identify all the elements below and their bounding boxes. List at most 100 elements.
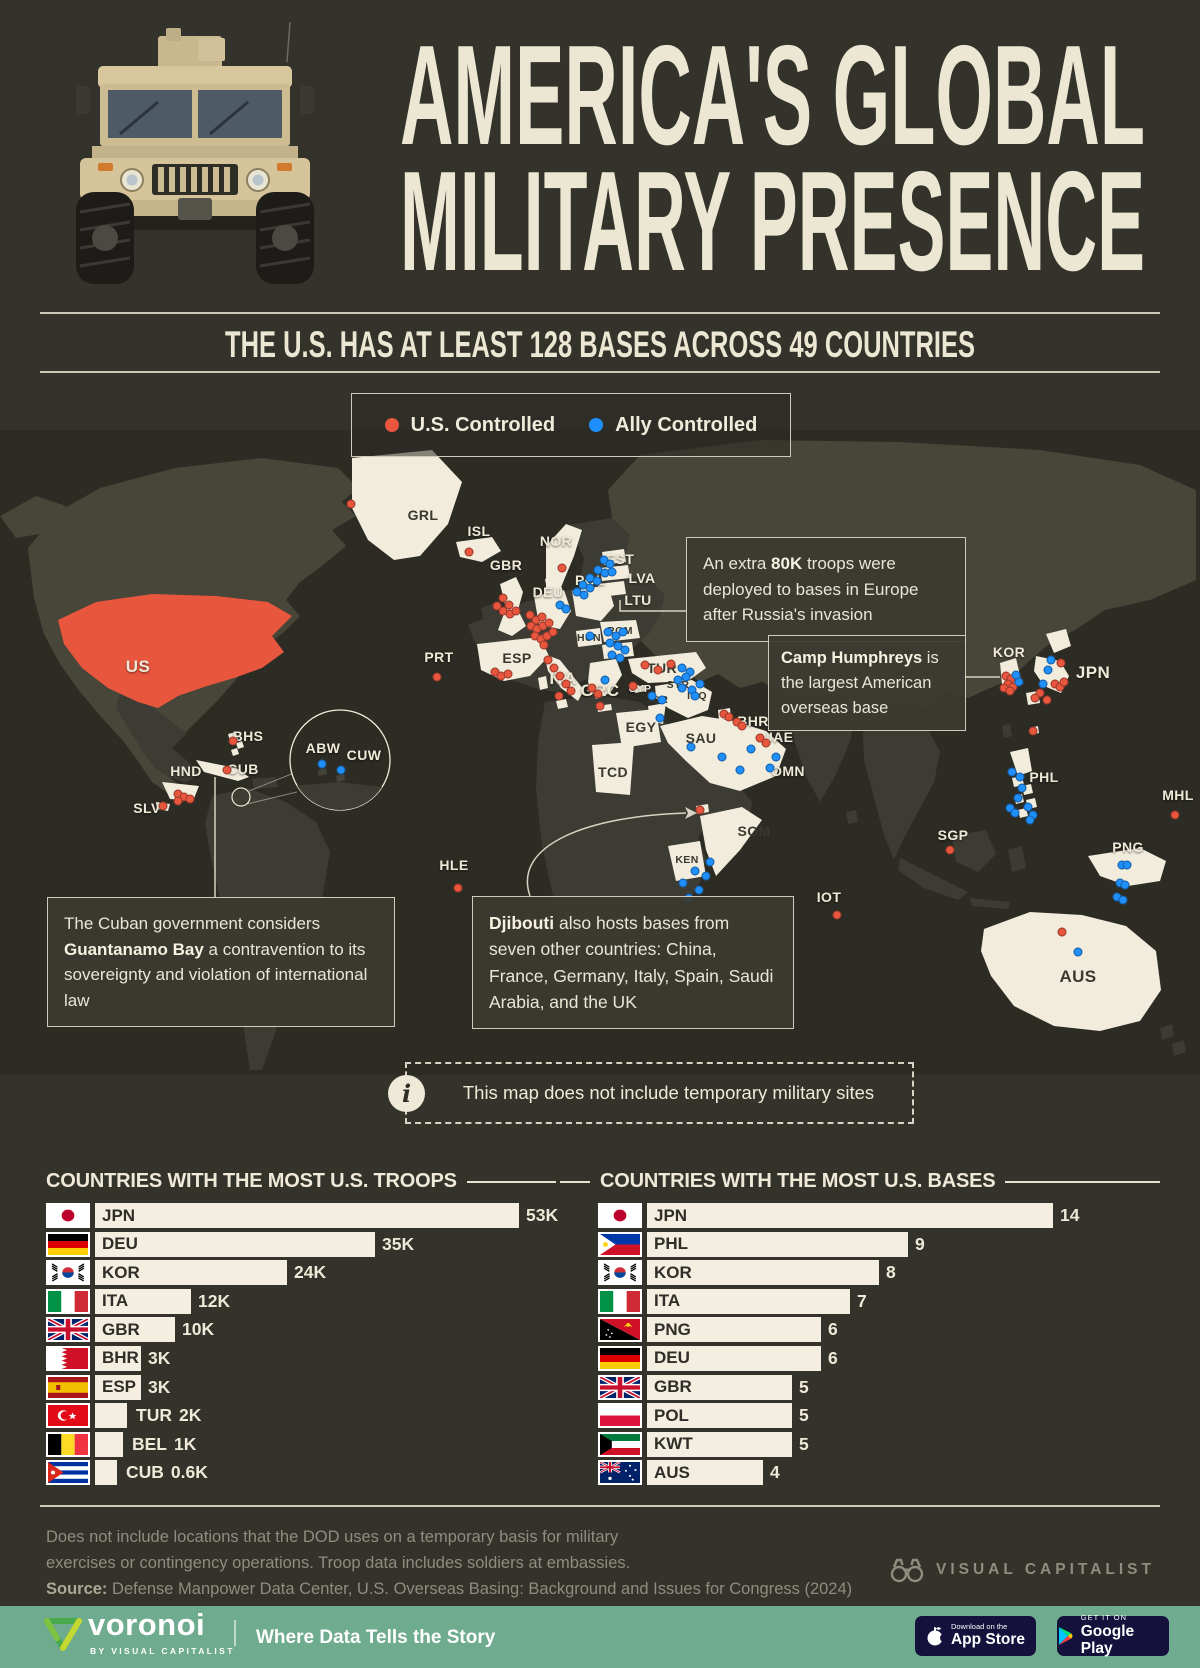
bar-phl: PHL <box>647 1231 908 1257</box>
voronoi-byline: BY VISUAL CAPITALIST <box>90 1646 235 1656</box>
ally-controlled-dot-icon <box>589 418 604 432</box>
apple-icon <box>927 1627 944 1646</box>
bar-png: PNG <box>647 1317 821 1343</box>
bar-label: JPN <box>654 1205 688 1225</box>
app-store-badge[interactable]: Download on the App Store <box>915 1616 1036 1656</box>
bar-label: CUB <box>126 1462 164 1483</box>
chart-header-bases: COUNTRIES WITH THE MOST U.S. BASES <box>560 1170 1160 1193</box>
bar-value: 5 <box>799 1376 809 1397</box>
chart-row-aus: AUS 4 <box>598 1460 1079 1486</box>
flag-icon-bel <box>46 1431 90 1457</box>
voronoi-icon <box>42 1614 84 1659</box>
flag-icon-gbr <box>46 1317 90 1343</box>
bar-bel <box>95 1431 123 1457</box>
bar-jpn: JPN <box>647 1203 1053 1228</box>
chart-row-tur: TUR 2K <box>46 1403 558 1429</box>
bar-label: ITA <box>654 1291 681 1311</box>
flag-icon-tur <box>46 1403 90 1429</box>
chart-row-deu: DEU 6 <box>598 1345 1079 1371</box>
bar-kor: KOR <box>647 1260 879 1286</box>
header-rule <box>466 1180 556 1183</box>
visual-capitalist-wordmark: VISUAL CAPITALIST <box>936 1561 1155 1578</box>
google-play-badge[interactable]: GET IT ON Google Play <box>1057 1613 1169 1657</box>
humvee-image <box>40 21 350 295</box>
bar-value: 10K <box>182 1319 215 1340</box>
bar-value: 3K <box>148 1376 171 1397</box>
bar-label: TUR <box>136 1405 172 1426</box>
badge-text: App Store <box>950 1631 1026 1649</box>
bar-aus: AUS <box>647 1460 763 1486</box>
chart-row-bhr: BHR 3K <box>46 1345 558 1371</box>
bar-value: 12K <box>198 1290 231 1311</box>
map-note-text: This map does not include temporary mili… <box>462 1082 875 1103</box>
bar-tur <box>95 1403 127 1429</box>
bar-label: BEL <box>132 1433 167 1454</box>
source-label: Source: <box>46 1580 108 1598</box>
legend-us-controlled: U.S. Controlled <box>384 413 556 437</box>
legend-us-label: U.S. Controlled <box>410 413 556 436</box>
bar-label: PHL <box>654 1234 688 1254</box>
chart-row-bel: BEL 1K <box>46 1431 558 1457</box>
flag-icon-jpn <box>598 1203 642 1228</box>
bar-label: GBR <box>102 1319 140 1339</box>
chart-bases: JPN 14 PHL 9 KOR 8 ITA 7 PNG 6 DEU 6 GBR 5 POL 5 KWT 5 AUS… <box>598 1203 1079 1489</box>
us-controlled-dot-icon <box>384 418 399 432</box>
footer-tagline: Where Data Tells the Story <box>256 1627 496 1648</box>
bar-jpn: JPN <box>95 1203 519 1228</box>
flag-icon-deu <box>46 1231 90 1257</box>
bar-label: POL <box>654 1405 689 1425</box>
header-rule <box>560 1180 590 1183</box>
chart-row-deu: DEU 35K <box>46 1231 558 1257</box>
callout-camp-humphreys: Camp Humphreys is the largest American o… <box>768 635 966 732</box>
bar-value: 0.6K <box>170 1462 208 1483</box>
badge-subtext: Download on the <box>950 1621 1008 1631</box>
source-line: Source: Defense Manpower Data Center, U.… <box>46 1580 852 1599</box>
title-line-2: MILITARY PRESENCE <box>400 142 1145 280</box>
bar-bhr: BHR <box>95 1345 141 1371</box>
chart-row-kor: KOR 24K <box>46 1260 558 1286</box>
flag-icon-bhr <box>46 1345 90 1371</box>
bar-label: KWT <box>654 1434 693 1454</box>
divider-line <box>40 371 1160 373</box>
bar-label: ESP <box>102 1377 137 1397</box>
flag-icon-kor <box>46 1260 90 1286</box>
flag-icon-esp <box>46 1374 90 1400</box>
bar-label: BHR <box>102 1348 139 1368</box>
chart-row-ita: ITA 7 <box>598 1288 1079 1314</box>
chart-header-troops: COUNTRIES WITH THE MOST U.S. TROOPS <box>46 1170 556 1193</box>
bar-value: 6 <box>828 1319 838 1340</box>
bar-value: 7 <box>857 1290 867 1311</box>
google-play-icon <box>1058 1627 1073 1645</box>
flag-icon-ita <box>598 1288 642 1314</box>
bar-label: DEU <box>654 1348 690 1368</box>
bar-value: 1K <box>174 1433 197 1454</box>
chart-row-gbr: GBR 10K <box>46 1317 558 1343</box>
chart-troops: JPN 53K DEU 35K KOR 24K ITA 12K GBR 10K BHR 3K ESP 3K… <box>46 1203 558 1489</box>
binoculars-icon <box>890 1558 924 1583</box>
subtitle: THE U.S. HAS AT LEAST 128 BASES ACROSS 4… <box>0 318 1200 375</box>
footnote-line2: exercises or contingency operations. Tro… <box>46 1554 631 1572</box>
flag-icon-phl <box>598 1231 642 1257</box>
bar-value: 5 <box>799 1433 809 1454</box>
map-note: i This map does not include temporary mi… <box>388 1062 914 1124</box>
bar-deu: DEU <box>95 1231 375 1257</box>
flag-icon-gbr <box>598 1374 642 1400</box>
svg-text:THE U.S. HAS AT LEAST 128 BASE: THE U.S. HAS AT LEAST 128 BASES ACROSS 4… <box>225 324 975 365</box>
flag-icon-jpn <box>46 1203 90 1228</box>
info-icon: i <box>388 1075 425 1112</box>
footnote-line1: Does not include locations that the DOD … <box>46 1528 619 1546</box>
bar-value: 24K <box>294 1262 327 1283</box>
bar-value: 35K <box>382 1233 415 1254</box>
bar-label: AUS <box>654 1462 690 1482</box>
flag-icon-kwt <box>598 1431 642 1457</box>
bar-label: ITA <box>102 1291 129 1311</box>
footer-divider <box>40 1505 1160 1507</box>
visual-capitalist-logo: VISUAL CAPITALIST <box>888 1556 1155 1584</box>
bar-ita: ITA <box>95 1288 191 1314</box>
callout-djibouti: Djibouti also hosts bases from seven oth… <box>472 896 794 1029</box>
flag-icon-png <box>598 1317 642 1343</box>
chart-row-jpn: JPN 14 <box>598 1203 1079 1228</box>
chart-row-ita: ITA 12K <box>46 1288 558 1314</box>
chart-row-gbr: GBR 5 <box>598 1374 1079 1400</box>
